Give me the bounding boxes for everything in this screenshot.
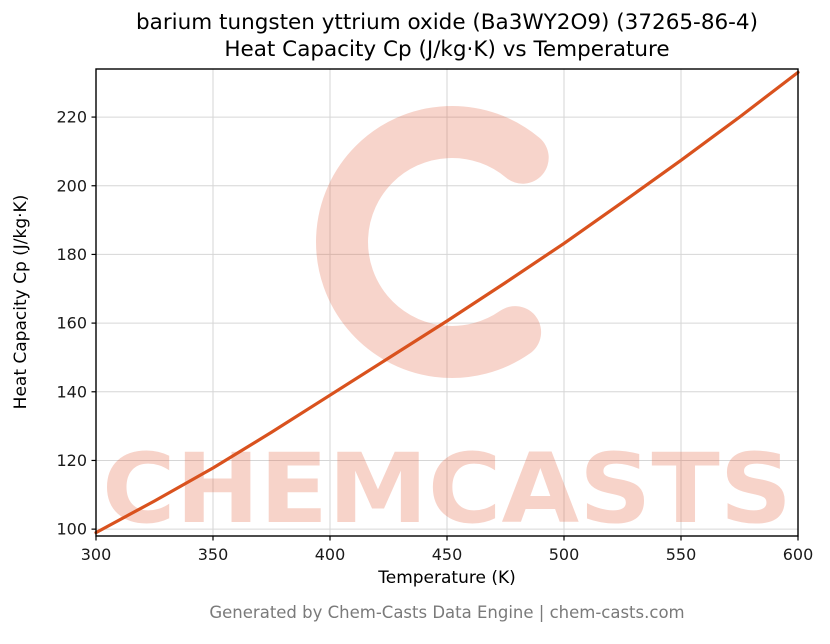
chart-title: barium tungsten yttrium oxide (Ba3WY2O9)… — [136, 10, 758, 35]
data-series — [94, 70, 800, 535]
x-tick-label: 500 — [549, 545, 580, 564]
y-tick-label: 200 — [56, 176, 87, 195]
watermark: CHEMCASTS — [102, 106, 792, 545]
x-tick-label: 550 — [666, 545, 697, 564]
x-axis-label: Temperature (K) — [378, 568, 516, 588]
x-tick-label: 400 — [315, 545, 346, 564]
x-tick-label: 350 — [198, 545, 229, 564]
cp-line-series — [94, 70, 800, 535]
y-axis-label: Heat Capacity Cp (J/kg·K) — [11, 194, 31, 410]
chart-subtitle: Heat Capacity Cp (J/kg·K) vs Temperature — [224, 37, 670, 62]
watermark-text: CHEMCASTS — [102, 433, 792, 545]
y-tick-label: 100 — [56, 520, 87, 539]
grid-lines — [95, 69, 799, 536]
watermark-logo-icon — [316, 106, 549, 378]
y-tick-label: 140 — [56, 382, 87, 401]
y-tick-label: 160 — [56, 314, 87, 333]
y-tick-label: 120 — [56, 451, 87, 470]
y-tick-label: 220 — [56, 108, 87, 127]
x-tick-label: 300 — [81, 545, 112, 564]
footer-credit: Generated by Chem-Casts Data Engine | ch… — [209, 603, 685, 622]
axes: 300 350 400 450 500 550 600 100 120 140 160 180 200 2… — [56, 68, 814, 564]
x-tick-label: 450 — [432, 545, 463, 564]
x-tick-label: 600 — [783, 545, 814, 564]
y-tick-label: 180 — [56, 245, 87, 264]
